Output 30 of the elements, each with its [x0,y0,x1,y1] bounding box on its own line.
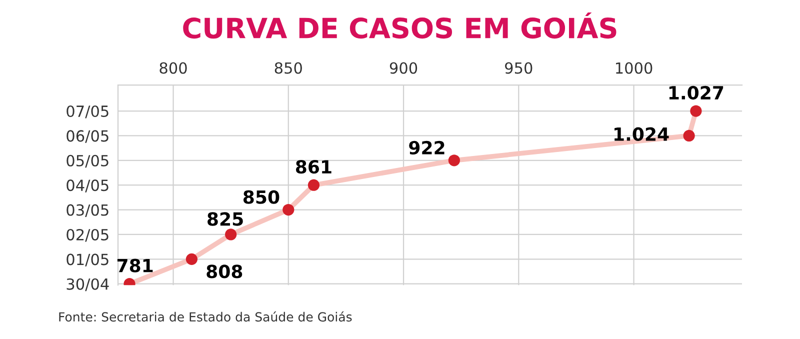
point [308,179,320,191]
y-tick-label: 04/05 [66,180,108,192]
data-label: 1.027 [669,86,724,100]
x-tick-label: 950 [505,62,532,74]
point [186,253,198,265]
data-label: 1.024 [614,127,669,141]
data-label: 825 [208,212,243,226]
y-tick-label: 03/05 [66,204,108,218]
x-tick-label: 800 [160,62,187,74]
chart-title: CURVA DE CASOS EM GOIÁS [183,12,616,39]
x-tick-label: 1000 [616,62,652,74]
data-label: 861 [296,160,332,174]
y-tick-label: 07/05 [66,105,108,118]
data-label: 850 [243,190,280,204]
y-tick-label: 02/05 [66,228,108,242]
point [225,228,237,240]
point [448,154,460,166]
data-label: 781 [117,258,153,272]
x-tick-label: 900 [390,62,418,74]
data-label: 808 [206,264,242,278]
point [683,130,695,142]
y-tick-label: 30/04 [66,278,109,292]
y-tick-label: 01/05 [66,254,108,266]
data-label: 922 [409,140,444,155]
point [690,105,702,117]
point [282,204,294,216]
y-tick-label: 05/05 [66,154,108,168]
x-tick-label: 850 [274,62,302,74]
source-note: Fonte: Secretaria de Estado da Saúde de Goiás [59,311,352,322]
y-tick-label: 06/05 [66,130,108,143]
